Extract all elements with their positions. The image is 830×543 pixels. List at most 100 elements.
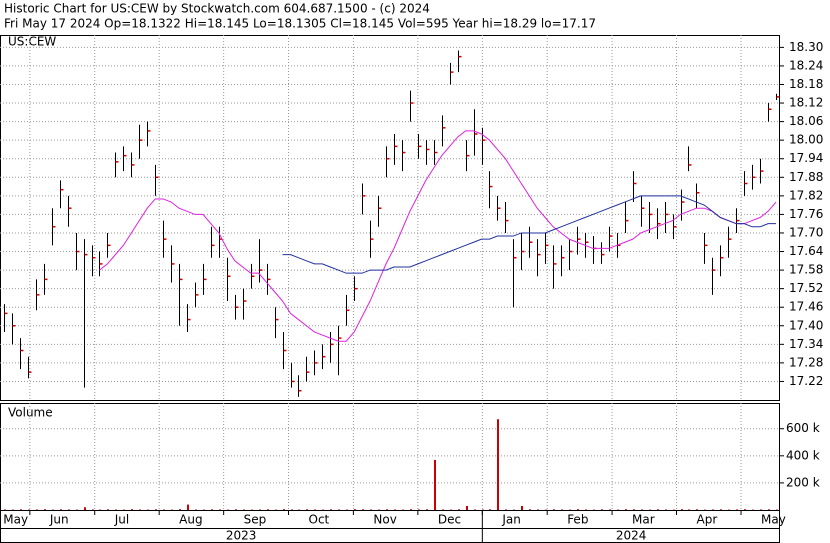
volume-bar xyxy=(625,509,627,510)
volume-bar xyxy=(537,509,539,510)
volume-bar xyxy=(458,509,460,510)
y-tick-label: 18.12 xyxy=(789,96,823,110)
volume-bar xyxy=(195,509,197,510)
x-tick-label: Dec xyxy=(438,513,461,527)
moving-average xyxy=(99,130,777,342)
axes: 18.30 18.24 18.18 18.12 18.06 18.00 17.94 17.88… xyxy=(3,40,823,543)
volume-bar xyxy=(259,509,261,510)
volume-bar xyxy=(68,509,70,510)
volume-bar xyxy=(736,509,738,510)
volume-bar xyxy=(601,509,603,510)
volume-bar xyxy=(657,509,659,510)
volume-bar xyxy=(219,509,221,510)
x-tick-label: Feb xyxy=(567,513,588,527)
volume-bar xyxy=(561,509,563,510)
volume-bar xyxy=(84,507,86,510)
volume-bar xyxy=(521,505,523,510)
y-tick-label: 17.88 xyxy=(789,170,823,184)
volume-bar xyxy=(155,509,157,510)
volume-bar xyxy=(410,509,412,510)
volume-bar xyxy=(688,509,690,510)
volume-bar xyxy=(394,509,396,510)
y-tick-label: 17.76 xyxy=(789,207,823,221)
volume-bar xyxy=(306,509,308,510)
volume-bar xyxy=(235,509,237,510)
y-tick-label: 17.64 xyxy=(789,244,823,258)
y-tick-label: 18.30 xyxy=(789,40,823,54)
volume-bar xyxy=(131,509,133,510)
volume-bar xyxy=(442,509,444,510)
volume-bar xyxy=(641,509,643,510)
volume-bar xyxy=(267,509,269,510)
volume-bar xyxy=(243,509,245,510)
x-tick-label: Oct xyxy=(309,513,330,527)
chart-subtitle: Fri May 17 2024 Op=18.1322 Hi=18.145 Lo=… xyxy=(4,17,596,31)
y-tick-label: 18.06 xyxy=(789,114,823,128)
volume-bar xyxy=(163,509,165,510)
volume-bar xyxy=(768,509,770,510)
moving-average xyxy=(282,195,777,274)
y-tick-label: 17.28 xyxy=(789,355,823,369)
volume-bar xyxy=(187,504,189,510)
y-tick-label: 200 k xyxy=(786,475,820,489)
volume-bar xyxy=(633,509,635,510)
price-plot xyxy=(0,35,780,400)
y-tick-label: 17.22 xyxy=(789,374,823,388)
volume-bar xyxy=(418,509,420,510)
volume-bar xyxy=(283,509,285,510)
volume-bar xyxy=(362,509,364,510)
volume-bar xyxy=(211,509,213,510)
y-tick-label: 17.40 xyxy=(789,318,823,332)
volume-bar xyxy=(354,509,356,510)
x-tick-label: Mar xyxy=(632,513,655,527)
price-panel xyxy=(0,35,780,401)
volume-bar xyxy=(44,509,46,510)
y-tick-label: 17.52 xyxy=(789,281,823,295)
symbol-label: US:CEW xyxy=(8,35,56,49)
volume-bar xyxy=(497,419,499,510)
volume-bar xyxy=(609,509,611,510)
volume-bar xyxy=(744,509,746,510)
volume-bar xyxy=(314,509,316,510)
volume-plot xyxy=(0,403,780,510)
y-tick-label: 17.34 xyxy=(789,337,823,351)
volume-bar xyxy=(720,509,722,510)
chart-title: Historic Chart for US:CEW by Stockwatch.… xyxy=(4,2,430,16)
volume-bar xyxy=(553,509,555,510)
volume-bar xyxy=(712,509,714,510)
y-tick-label: 18.18 xyxy=(789,77,823,91)
volume-bar xyxy=(696,509,698,510)
x-tick-label: Apr xyxy=(697,513,718,527)
y-tick-label: 18.00 xyxy=(789,133,823,147)
y-tick-label: 17.58 xyxy=(789,263,823,277)
volume-bar xyxy=(434,459,436,510)
volume-bar xyxy=(107,509,109,510)
volume-bar xyxy=(466,505,468,510)
volume-bar xyxy=(426,509,428,510)
year-label: 2023 xyxy=(226,529,257,543)
volume-bar xyxy=(338,509,340,510)
volume-bar xyxy=(20,509,22,510)
y-tick-label: 18.24 xyxy=(789,58,823,72)
y-tick-label: 17.82 xyxy=(789,188,823,202)
volume-bar xyxy=(370,509,372,510)
x-tick-label: Jan xyxy=(501,513,521,527)
x-tick-label: May xyxy=(761,513,786,527)
volume-bar xyxy=(474,509,476,510)
volume-bar xyxy=(115,509,117,510)
y-tick-label: 600 k xyxy=(786,421,820,435)
volume-bar xyxy=(330,509,332,510)
year-label: 2024 xyxy=(616,529,647,543)
x-tick-label: Sep xyxy=(244,513,267,527)
volume-bar xyxy=(489,509,491,510)
x-tick-label: Aug xyxy=(179,513,202,527)
x-tick-label: Jul xyxy=(114,513,129,527)
volume-bar xyxy=(386,509,388,510)
volume-bar xyxy=(760,509,762,510)
x-tick-label: May xyxy=(3,513,28,527)
volume-bar xyxy=(577,509,579,510)
volume-bar xyxy=(505,509,507,510)
volume-bar xyxy=(92,509,94,510)
